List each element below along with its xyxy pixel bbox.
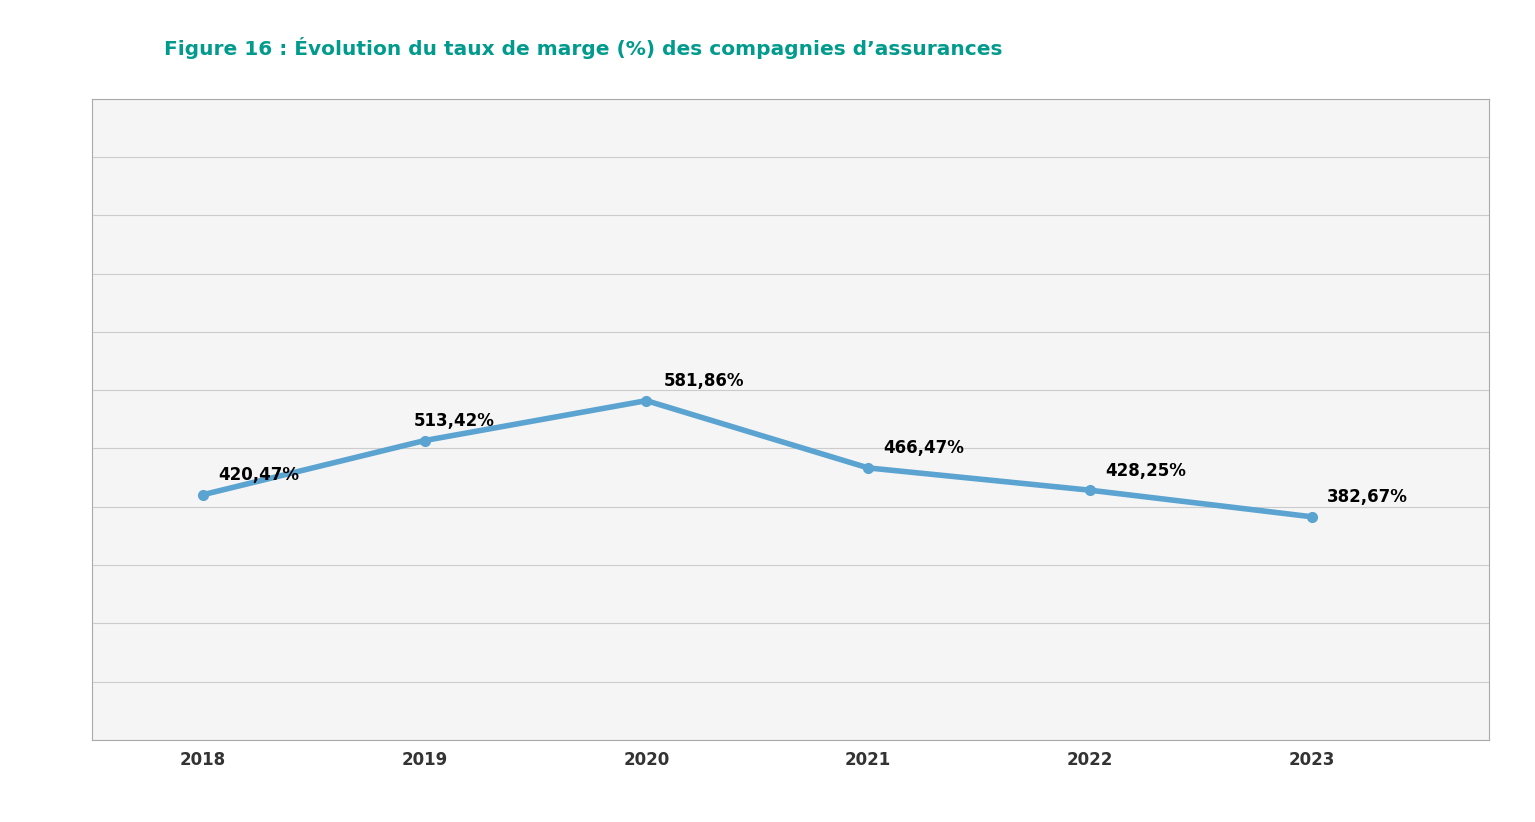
Text: 581,86%: 581,86% <box>665 372 744 390</box>
Text: 382,67%: 382,67% <box>1328 488 1408 506</box>
Text: Figure 16 : Évolution du taux de marge (%) des compagnies d’assurances: Figure 16 : Évolution du taux de marge (… <box>164 37 1002 59</box>
Text: 466,47%: 466,47% <box>884 440 964 457</box>
Text: 420,47%: 420,47% <box>218 466 299 484</box>
Text: 428,25%: 428,25% <box>1105 462 1187 480</box>
Text: 513,42%: 513,42% <box>413 412 494 430</box>
